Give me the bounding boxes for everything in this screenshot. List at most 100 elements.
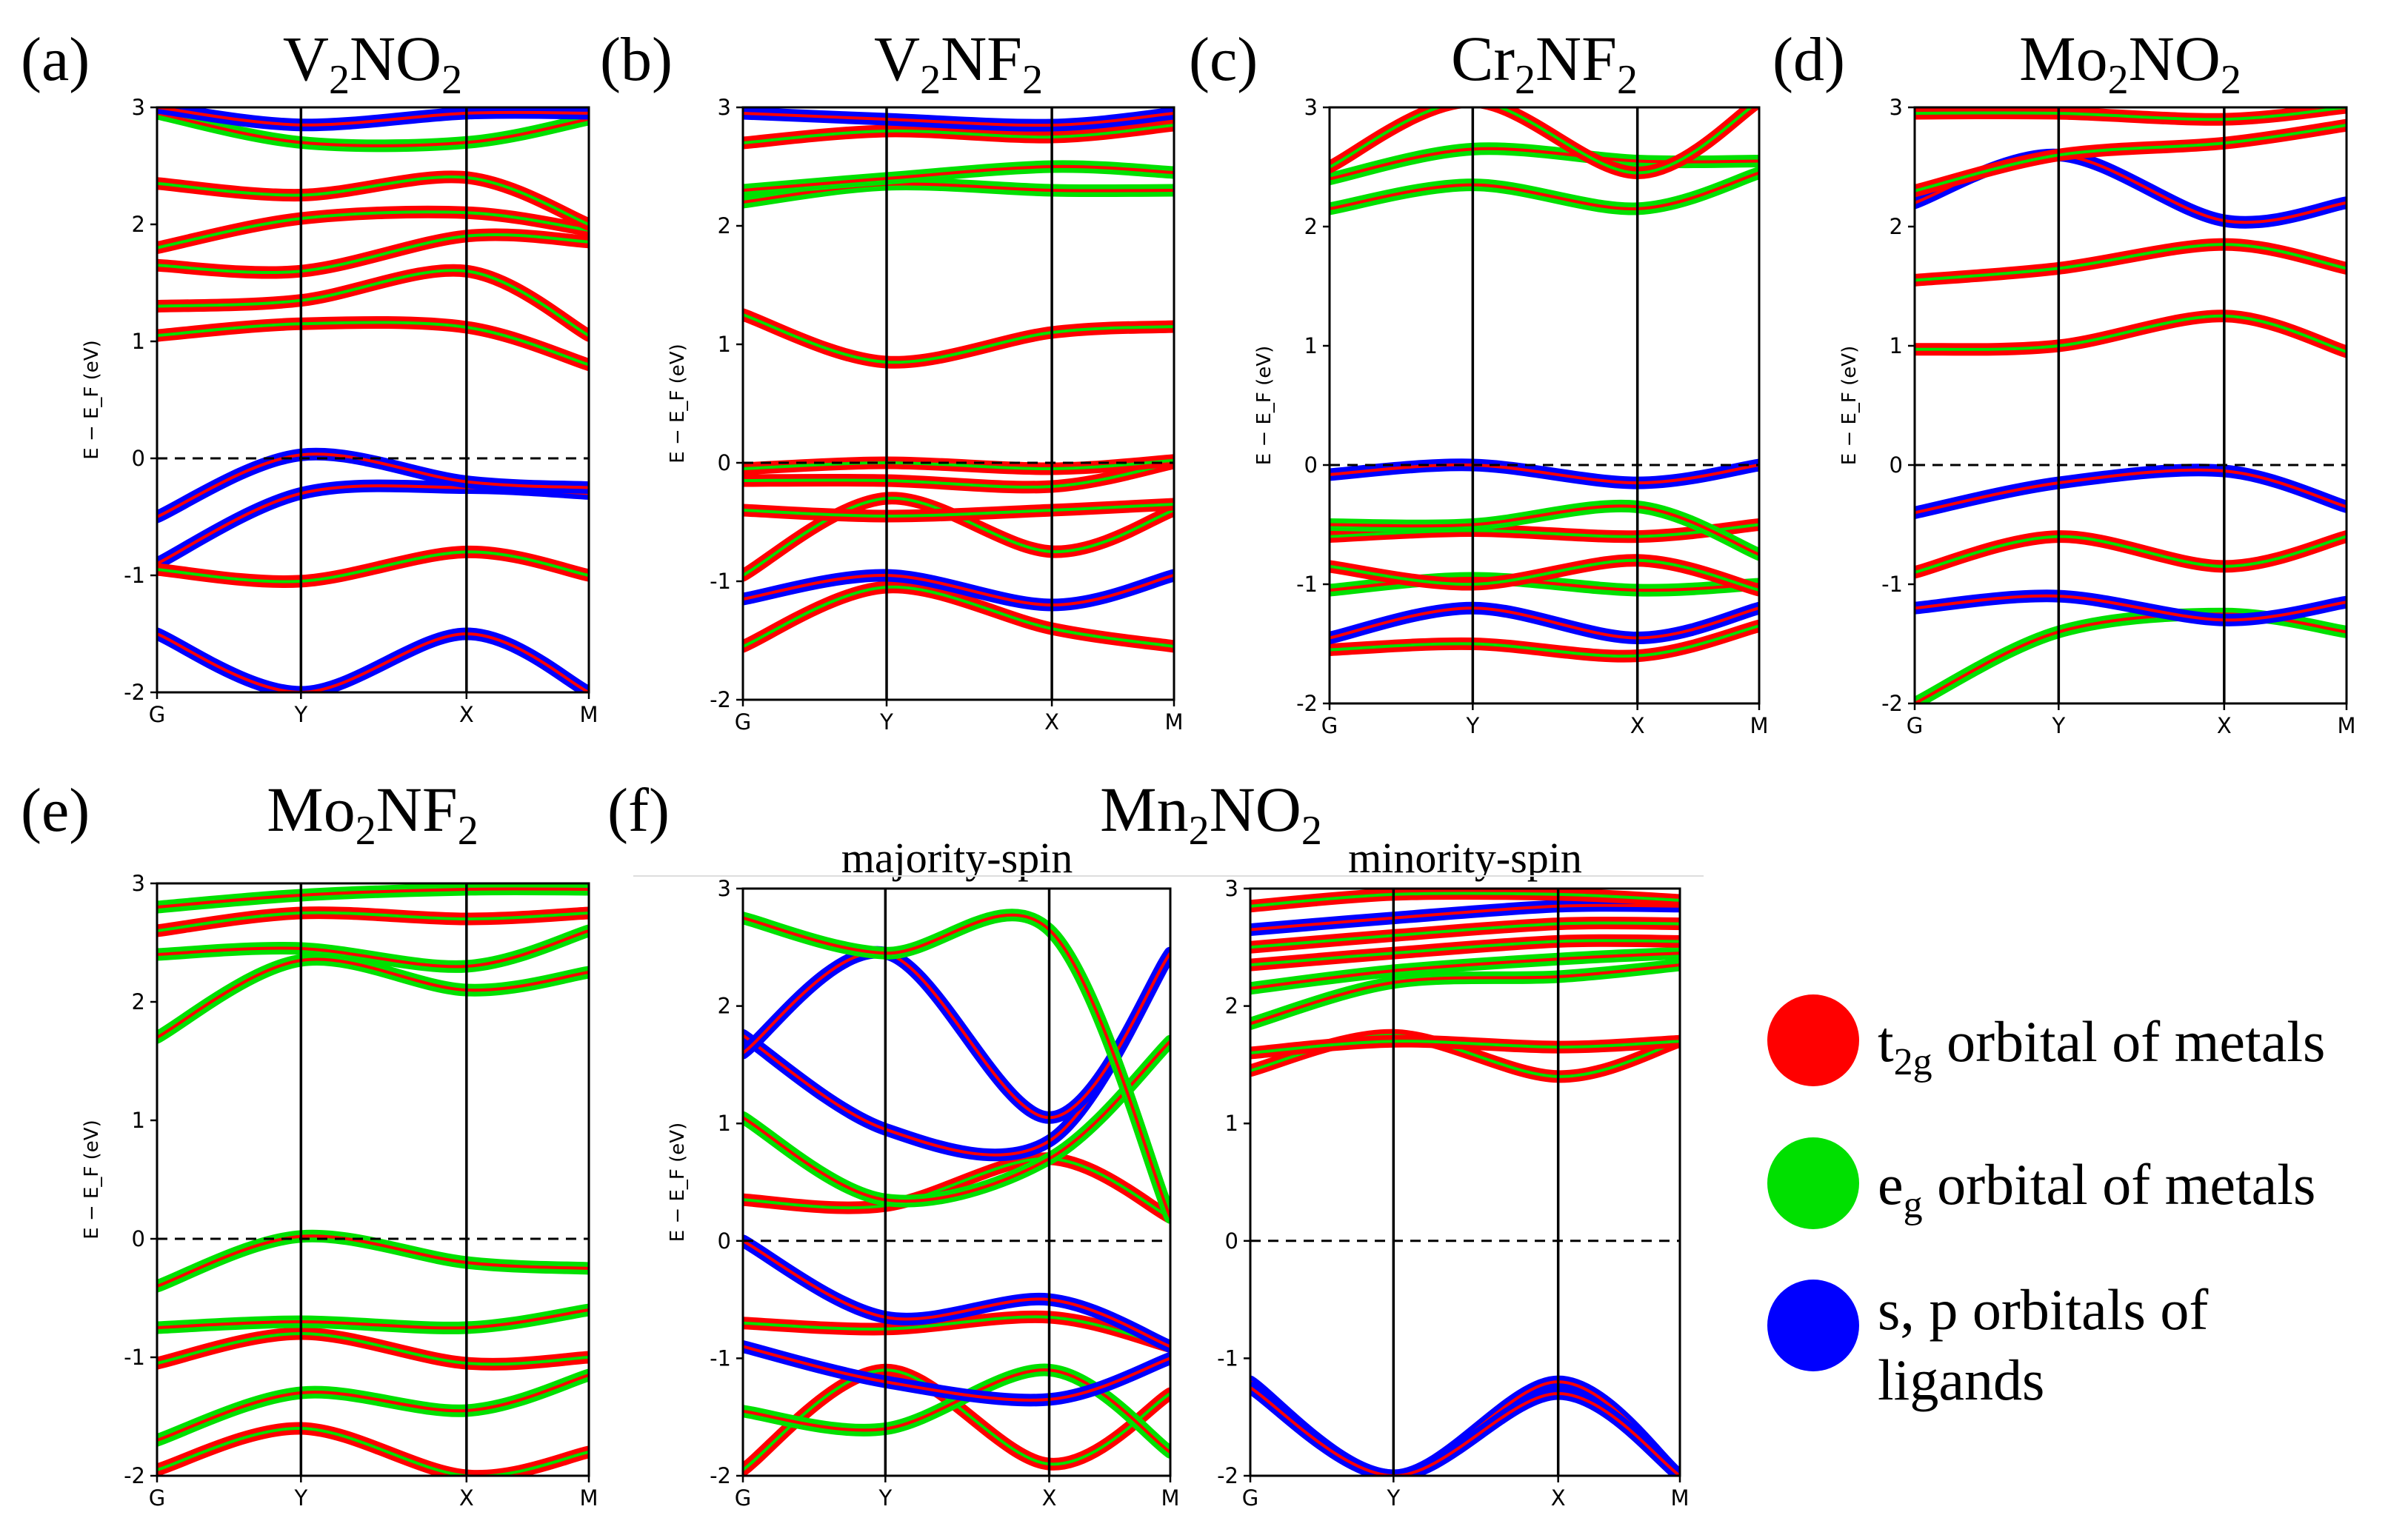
title-text: Mn [1100, 774, 1188, 845]
band-core-2 [743, 573, 1174, 607]
panel-title: V2NF2 [874, 23, 1043, 103]
band-core-9 [1330, 147, 1759, 181]
y-tick-label: 2 [718, 213, 731, 238]
x-tick-label: M [579, 1485, 598, 1511]
y-tick-label: 0 [132, 446, 145, 471]
x-tick-label: Y [1386, 1485, 1400, 1511]
spin-label: majority-spin [841, 834, 1073, 882]
y-tick-label: -1 [1881, 572, 1903, 597]
y-tick-label: 1 [132, 329, 145, 354]
y-tick-label: 0 [1304, 452, 1318, 478]
plot-frame [1328, 106, 1761, 705]
panel-title: Mo2NF2 [267, 774, 478, 854]
y-tick-label: 2 [132, 212, 145, 237]
y-tick-label: 1 [1304, 333, 1318, 358]
band-core-4 [743, 503, 1174, 518]
y-tick-label: -1 [710, 1345, 731, 1371]
band-core-1 [1250, 1380, 1680, 1476]
band-core-1 [157, 1426, 589, 1476]
title-text: V [874, 23, 920, 94]
legend-sub: g [1904, 1184, 1923, 1226]
x-tick-label: Y [293, 702, 307, 727]
y-tick-label: -2 [1881, 691, 1903, 716]
band-core-5 [743, 1239, 1170, 1348]
orbital-legend: t2g orbital of metals eg orbital of metal… [1767, 994, 2325, 1412]
title-subscript: 2 [920, 57, 941, 103]
band-core-8 [157, 911, 589, 932]
x-tick-label: G [1242, 1485, 1258, 1511]
title-subscript: 2 [1022, 57, 1043, 103]
legend-marker-t2g [1767, 994, 1859, 1086]
title-subscript: 2 [458, 808, 478, 854]
y-tick-label: 3 [132, 95, 145, 120]
legend-main: t [1878, 1009, 1894, 1074]
band-core-6 [157, 957, 589, 1039]
y-tick-label: 1 [1890, 333, 1903, 358]
band-core-3 [157, 452, 589, 518]
panel-letter: (c) [1189, 25, 1258, 94]
title-subscript: 2 [356, 808, 376, 854]
y-tick-label: -1 [124, 1345, 145, 1370]
title-text: V [283, 23, 329, 94]
legend-marker-sp [1767, 1280, 1859, 1371]
band-core-1 [743, 1368, 1170, 1472]
band-core-10 [1330, 107, 1754, 175]
band-core-9 [1915, 107, 2347, 121]
title-subscript: 2 [2108, 57, 2129, 103]
x-tick-label: G [149, 702, 165, 727]
y-tick-label: 0 [718, 1228, 731, 1254]
y-tick-label: 0 [132, 1226, 145, 1251]
legend-label-t2g: t2g orbital of metals [1878, 1009, 2325, 1083]
band-core-4 [1330, 558, 1759, 592]
band-core-6 [743, 1157, 1170, 1220]
band-core-7 [743, 1040, 1170, 1203]
band-core-8 [1915, 124, 2347, 193]
y-tick-label: 3 [1304, 95, 1318, 120]
y-tick-label: 2 [1304, 214, 1318, 239]
y-tick-label: 2 [718, 994, 731, 1019]
band-core-2 [157, 1374, 589, 1442]
x-tick-label: X [459, 702, 474, 727]
title-subscript: 2 [1617, 57, 1638, 103]
y-tick-label: -2 [124, 680, 145, 705]
band-core-4 [157, 1308, 589, 1330]
band-core-9 [743, 164, 1174, 192]
band-core-1 [743, 585, 1174, 648]
plot-frame [741, 106, 1175, 701]
panel-letter: (e) [21, 776, 90, 845]
y-tick-label: 1 [718, 1111, 731, 1136]
y-tick-label: 3 [1890, 95, 1903, 120]
panel-letter: (f) [607, 776, 670, 845]
band-core-2 [1330, 606, 1759, 640]
plot-frame [156, 106, 590, 694]
band-line-3 [1915, 530, 2347, 579]
legend-marker-eg [1767, 1137, 1859, 1229]
band-core-9 [743, 951, 1170, 1120]
band-core-4 [743, 1315, 1170, 1348]
band-line-6 [157, 953, 589, 1044]
y-tick-label: -1 [124, 563, 145, 588]
x-tick-label: G [1907, 713, 1923, 738]
title-subscript: 2 [441, 57, 462, 103]
title-text: NO [1210, 774, 1301, 845]
band-core-3 [1330, 576, 1759, 592]
panel-letter: (d) [1772, 25, 1845, 94]
y-tick-label: 1 [718, 332, 731, 357]
band-core-3 [743, 1345, 1170, 1402]
y-tick-label: -2 [1217, 1463, 1238, 1488]
legend-label-eg: eg orbital of metals [1878, 1152, 2315, 1226]
band-line-1 [1250, 1375, 1680, 1476]
band-line-5 [1915, 310, 2347, 358]
band-core-7 [743, 313, 1174, 364]
band-line-2 [157, 1368, 589, 1447]
y-axis-label: E − E_F (eV) [667, 344, 689, 463]
band-core-7 [157, 210, 589, 250]
band-core-1 [1915, 612, 2347, 703]
x-tick-label: Y [878, 1485, 892, 1511]
title-text: NF [941, 23, 1022, 94]
legend-label-sp: s, p orbitals of [1878, 1277, 2208, 1342]
